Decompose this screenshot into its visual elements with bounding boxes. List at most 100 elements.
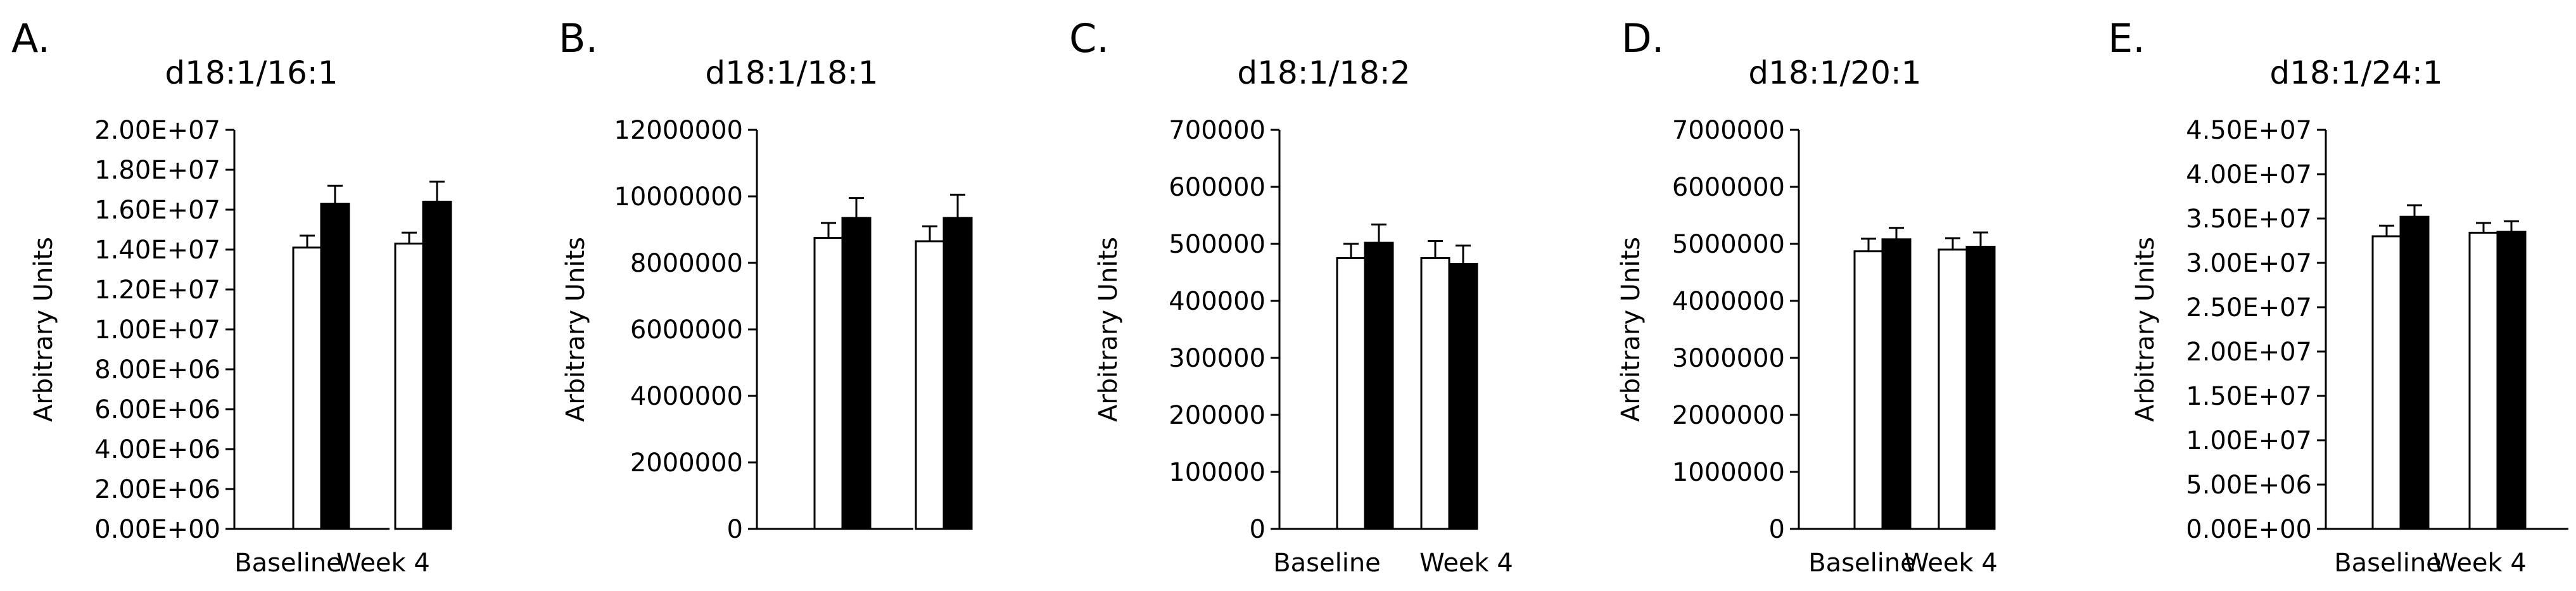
y-axis-label: Arbitrary Units: [561, 237, 590, 422]
bar-filled-1: [2496, 231, 2527, 530]
bar-filled-1: [1448, 263, 1478, 530]
bar-open-1: [915, 240, 945, 530]
y-tick-label: 12000000: [614, 116, 743, 145]
bar-filled-0: [1364, 241, 1394, 530]
category-label: Baseline: [2334, 549, 2442, 578]
y-axis-label: Arbitrary Units: [1616, 237, 1646, 422]
y-tick-label: 6000000: [630, 315, 743, 345]
y-tick-label: 1.20E+07: [94, 276, 220, 305]
bars: [1336, 223, 1478, 530]
bar-open-0: [1336, 257, 1366, 530]
bar-open-0: [292, 246, 322, 530]
y-tick-label: 4000000: [1672, 287, 1785, 316]
category-label: Week 4: [1419, 549, 1513, 578]
panel-label: C.: [1069, 15, 1109, 61]
y-tick-label: 100000: [1169, 458, 1266, 487]
y-ticks: 0.00E+00 5.00E+06 1.00E+07 1.50E+07 2.00E+07…: [2186, 116, 2326, 544]
panel-label: D.: [1621, 15, 1664, 61]
y-tick-label: 200000: [1169, 401, 1266, 430]
y-tick-label: 700000: [1169, 116, 1266, 145]
y-tick-label: 4.50E+07: [2186, 116, 2312, 145]
y-ticks: 0 100000 200000 300000 400000 500000 600000 700…: [1169, 116, 1279, 544]
y-tick-label: 7000000: [1672, 116, 1785, 145]
chart-a: A. d18:1/16:1 Arbitrary Units 0.00E+00 2.…: [11, 15, 452, 578]
bars: [2371, 204, 2527, 530]
y-tick-label: 2.00E+06: [94, 475, 220, 504]
chart-title: d18:1/24:1: [2269, 54, 2442, 91]
y-tick-label: 1000000: [1672, 458, 1785, 487]
y-tick-label: 6000000: [1672, 173, 1785, 202]
y-tick-label: 0: [1250, 515, 1266, 544]
y-tick-label: 2000000: [1672, 401, 1785, 430]
bar-filled-0: [1881, 238, 1912, 530]
chart-panel-b: B. d18:1/18:1 Arbitrary Units 0 2000000 40…: [519, 0, 1026, 591]
y-tick-label: 1.50E+07: [2186, 382, 2312, 411]
y-tick-label: 1.00E+07: [2186, 426, 2312, 455]
y-tick-label: 3.00E+07: [2186, 249, 2312, 278]
y-tick-label: 3.50E+07: [2186, 205, 2312, 234]
category-label: Week 4: [2433, 549, 2527, 578]
y-tick-label: 600000: [1169, 173, 1266, 202]
y-tick-label: 1.60E+07: [94, 196, 220, 225]
y-tick-label: 1.00E+07: [94, 315, 220, 345]
bar-open-1: [2468, 231, 2499, 530]
y-tick-label: 2000000: [630, 448, 743, 478]
y-tick-label: 10000000: [614, 182, 743, 212]
y-tick-label: 8000000: [630, 249, 743, 278]
category-label: Baseline: [1808, 549, 1916, 578]
chart-title: d18:1/18:2: [1237, 54, 1410, 91]
y-tick-label: 5000000: [1672, 230, 1785, 259]
y-axis-label: Arbitrary Units: [29, 237, 58, 422]
bar-open-1: [394, 243, 424, 530]
y-tick-label: 500000: [1169, 230, 1266, 259]
y-tick-label: 300000: [1169, 344, 1266, 373]
y-tick-label: 0.00E+00: [94, 515, 220, 544]
bar-open-1: [1420, 257, 1450, 530]
y-tick-label: 4.00E+06: [94, 435, 220, 464]
bar-filled-0: [841, 217, 872, 530]
category-label: Baseline: [1273, 549, 1381, 578]
bar-filled-1: [942, 217, 973, 530]
chart-title: d18:1/16:1: [165, 54, 338, 91]
y-tick-label: 8.00E+06: [94, 355, 220, 384]
y-tick-label: 2.00E+07: [94, 116, 220, 145]
y-ticks: 0 2000000 4000000 6000000 8000000 10000000 120…: [614, 116, 757, 544]
y-tick-label: 0: [727, 515, 743, 544]
category-label: Week 4: [336, 549, 430, 578]
panel-label: B.: [559, 15, 598, 61]
y-axis-label: Arbitrary Units: [2131, 237, 2160, 422]
chart-panel-a: A. d18:1/16:1 Arbitrary Units 0.00E+00 2.…: [0, 0, 507, 591]
bar-filled-1: [422, 200, 452, 530]
bar-open-1: [1938, 248, 1968, 530]
panel-label: E.: [2108, 15, 2145, 61]
y-tick-label: 2.50E+07: [2186, 293, 2312, 322]
y-tick-label: 1.80E+07: [94, 156, 220, 185]
y-tick-label: 1.40E+07: [94, 236, 220, 265]
category-label: Baseline: [234, 549, 342, 578]
chart-d: D. d18:1/20:1 Arbitrary Units 0 1000000 20…: [1616, 15, 1998, 578]
chart-title: d18:1/20:1: [1748, 54, 1921, 91]
bar-open-0: [813, 237, 844, 530]
chart-title: d18:1/18:1: [705, 54, 878, 91]
chart-c: C. d18:1/18:2 Arbitrary Units 0 100000 200…: [1069, 15, 1513, 578]
bar-open-0: [2371, 235, 2402, 530]
chart-panel-d: D. d18:1/20:1 Arbitrary Units 0 1000000 20…: [1558, 0, 2065, 591]
y-tick-label: 0.00E+00: [2186, 515, 2312, 544]
category-label: Week 4: [1904, 549, 1998, 578]
chart-panel-e: E. d18:1/24:1 Arbitrary Units 0.00E+00 5.…: [2065, 0, 2576, 591]
y-tick-label: 5.00E+06: [2186, 471, 2312, 500]
y-tick-label: 400000: [1169, 287, 1266, 316]
y-tick-label: 0: [1769, 515, 1785, 544]
y-axis-label: Arbitrary Units: [1094, 237, 1123, 422]
bars: [813, 193, 973, 530]
y-ticks: 0.00E+00 2.00E+06 4.00E+06 6.00E+06 8.00E+06…: [94, 116, 234, 544]
y-tick-label: 4000000: [630, 382, 743, 411]
y-tick-label: 4.00E+07: [2186, 160, 2312, 189]
bar-filled-1: [1965, 246, 1996, 530]
bar-open-0: [1853, 250, 1884, 530]
y-tick-label: 6.00E+06: [94, 395, 220, 424]
bar-filled-0: [320, 203, 350, 530]
y-tick-label: 3000000: [1672, 344, 1785, 373]
y-ticks: 0 1000000 2000000 3000000 4000000 5000000 6000…: [1672, 116, 1799, 544]
bars: [1853, 227, 1996, 530]
